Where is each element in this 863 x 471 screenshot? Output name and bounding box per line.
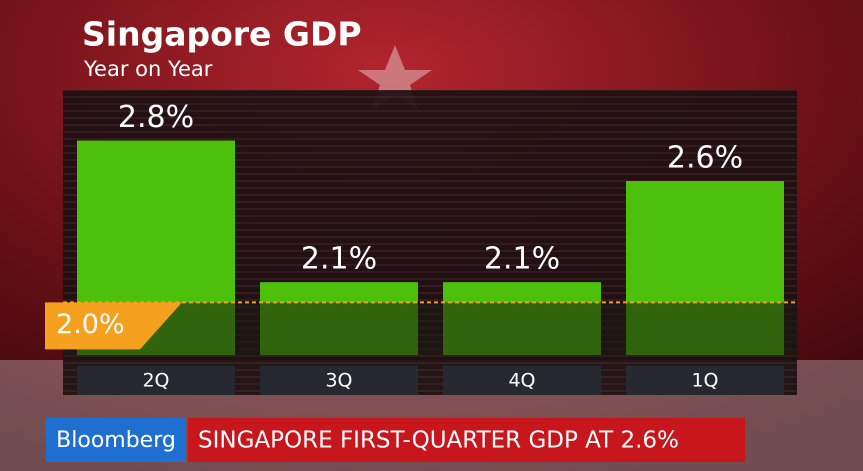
flag-star bbox=[358, 45, 432, 110]
category-box bbox=[626, 366, 784, 395]
ticker-headline-box bbox=[188, 418, 745, 462]
value-label: 2.8% bbox=[118, 100, 194, 135]
chart-subtitle: Year on Year bbox=[83, 57, 213, 81]
ticker-brand: Bloomberg bbox=[56, 428, 176, 453]
ticker-brand-box bbox=[46, 418, 186, 462]
x-tick-label: 4Q bbox=[508, 370, 535, 392]
category-box bbox=[77, 366, 235, 395]
x-tick-label: 2Q bbox=[142, 370, 169, 392]
category-box bbox=[260, 366, 418, 395]
value-label: 2.1% bbox=[301, 242, 377, 277]
plot: 2.8% 2Q 2.1% 3Q 2.1% 4Q 2.6% 1Q 2.0% bbox=[45, 100, 797, 395]
below-reference-shade bbox=[63, 302, 797, 355]
category-box bbox=[443, 366, 601, 395]
x-tick-label: 3Q bbox=[325, 370, 352, 392]
reference-label-box bbox=[45, 302, 182, 350]
reference-label: 2.0% bbox=[56, 309, 125, 340]
x-tick-label: 1Q bbox=[691, 370, 718, 392]
value-label: 2.1% bbox=[484, 242, 560, 277]
value-label: 2.6% bbox=[667, 141, 743, 176]
chart-title: Singapore GDP bbox=[82, 15, 362, 54]
ticker-headline: SINGAPORE FIRST-QUARTER GDP AT 2.6% bbox=[198, 428, 679, 454]
